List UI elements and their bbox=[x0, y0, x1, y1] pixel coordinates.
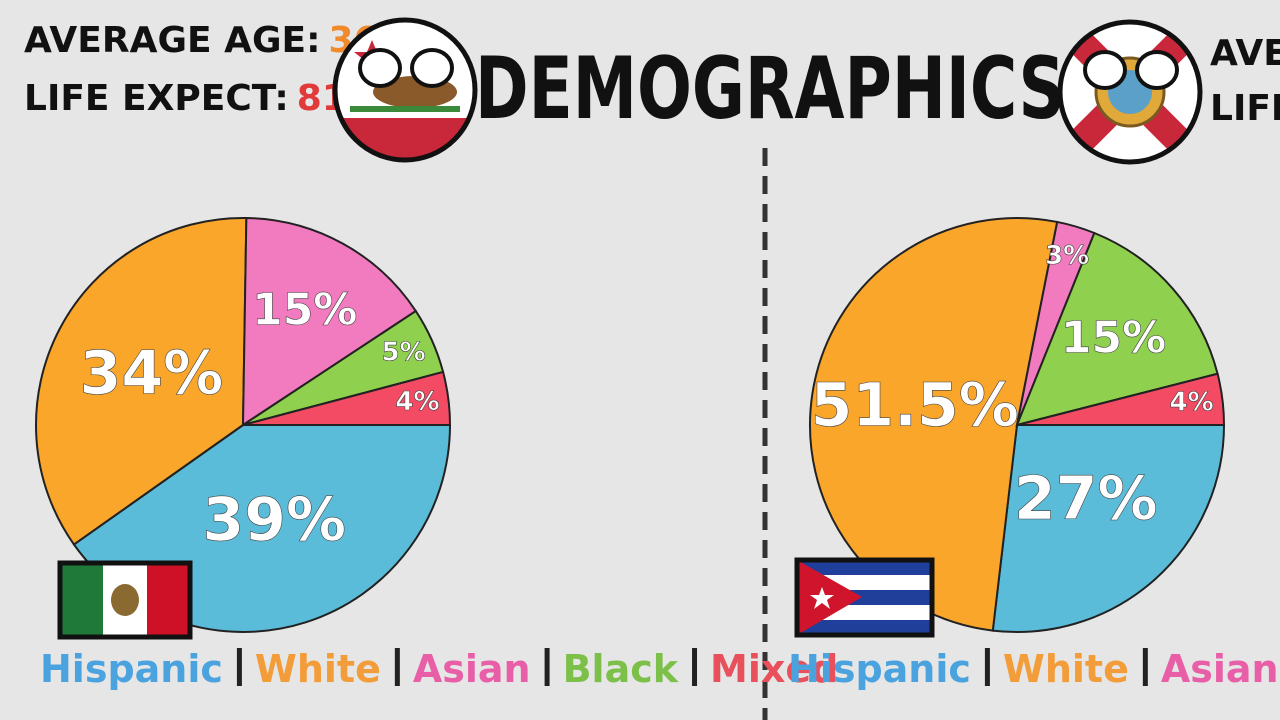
pie-slice bbox=[35, 217, 248, 546]
life-label: LIFE EXPECT: 81 bbox=[24, 78, 347, 119]
california-ball bbox=[332, 17, 478, 163]
slice-label: 5% bbox=[382, 338, 426, 368]
slice-label: 4% bbox=[1169, 388, 1213, 418]
legend-separator bbox=[692, 648, 698, 686]
mexico-flag bbox=[57, 560, 193, 640]
charts: 39% 34% 15% 5% 4% Hispanic White Asian Black Mixe… bbox=[35, 217, 1279, 691]
legend-separator bbox=[984, 648, 990, 686]
slice-label: 39% bbox=[203, 485, 347, 555]
slice-label: 15% bbox=[1061, 312, 1166, 363]
legend-entry: White bbox=[1003, 647, 1129, 691]
legend-entry: Hispanic bbox=[40, 647, 223, 691]
legend-entry: Hispanic bbox=[788, 647, 971, 691]
life-label-right: LIFE bbox=[1210, 88, 1280, 129]
slice-label: 34% bbox=[80, 338, 224, 408]
legend-entry: Asian bbox=[413, 647, 531, 691]
legend-separator bbox=[544, 648, 550, 686]
cuba-flag bbox=[794, 557, 935, 638]
legend-entry: Black bbox=[563, 647, 679, 691]
legend-entry: Mixed bbox=[710, 647, 838, 691]
slice-label: 3% bbox=[1045, 241, 1089, 271]
slice-label: 15% bbox=[252, 284, 357, 335]
pie-slice bbox=[1015, 231, 1219, 427]
slice-label: 51.5% bbox=[811, 370, 1019, 440]
slice-label: 27% bbox=[1014, 464, 1158, 534]
life-label-text: LIFE EXPECT: bbox=[24, 78, 289, 119]
legend-separator bbox=[236, 648, 242, 686]
age-label-right: AVER bbox=[1210, 33, 1280, 74]
age-label-text: AVERAGE AGE: bbox=[24, 20, 321, 61]
legend-entry: Asian bbox=[1161, 647, 1279, 691]
pie-slice bbox=[241, 217, 418, 427]
legend-entry: White bbox=[255, 647, 381, 691]
age-label: AVERAGE AGE: 36 bbox=[24, 20, 379, 61]
legend-separator bbox=[394, 648, 400, 686]
florida-ball bbox=[1057, 19, 1203, 165]
title: DEMOGRAPHICS bbox=[475, 39, 1065, 139]
pie-slice bbox=[1016, 372, 1226, 426]
pie-slice bbox=[242, 370, 452, 426]
slice-label: 4% bbox=[395, 387, 439, 417]
pie-slice bbox=[991, 424, 1226, 633]
legend-separator bbox=[1142, 648, 1148, 686]
